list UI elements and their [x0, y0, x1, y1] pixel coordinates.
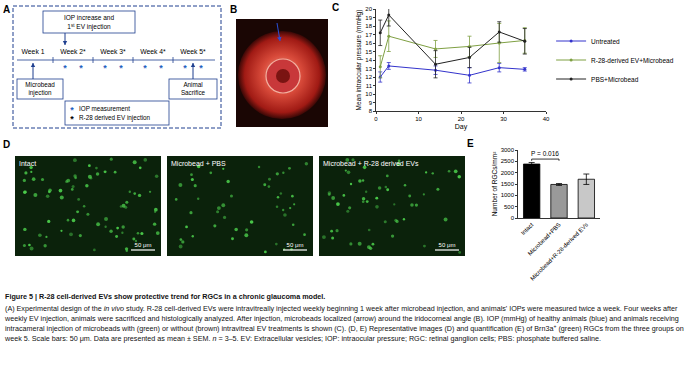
svg-text:10: 10	[415, 116, 422, 122]
svg-text:16: 16	[365, 40, 372, 46]
svg-text:Microbead: Microbead	[25, 81, 55, 88]
svg-text:10: 10	[365, 91, 372, 97]
svg-text:0: 0	[511, 215, 515, 221]
svg-text:50 μm: 50 μm	[439, 242, 456, 248]
svg-text:*: *	[79, 63, 83, 73]
svg-text:13: 13	[365, 66, 372, 72]
svg-text:IOP increase and: IOP increase and	[64, 14, 114, 21]
svg-text:50 μm: 50 μm	[287, 242, 304, 248]
svg-text:30: 30	[500, 116, 507, 122]
svg-text:500: 500	[504, 204, 515, 210]
svg-text:19: 19	[365, 15, 372, 21]
svg-text:Week 4*: Week 4*	[140, 48, 166, 55]
svg-text:11: 11	[366, 83, 373, 89]
svg-text:*: *	[143, 63, 147, 73]
svg-text:Day: Day	[455, 123, 468, 131]
html-text:E: E	[467, 138, 474, 149]
svg-text:R-28-derived EV+Microbead: R-28-derived EV+Microbead	[591, 57, 674, 64]
html-text:(A) Experimental design of the: (A) Experimental design of the in vivo s…	[5, 304, 684, 343]
svg-text:injection: injection	[28, 89, 52, 97]
svg-text:*: *	[103, 63, 107, 73]
svg-text:1st EV injection: 1st EV injection	[67, 23, 111, 32]
svg-text:Week 5*: Week 5*	[180, 48, 206, 55]
html-text:Figure 5 | R-28 cell-derived E: Figure 5 | R-28 cell-derived EVs show pr…	[5, 292, 326, 301]
svg-text:18: 18	[365, 23, 372, 29]
svg-text:Animal: Animal	[183, 81, 202, 88]
svg-text:Microbead+PBS: Microbead+PBS	[527, 222, 562, 257]
svg-text:9: 9	[369, 100, 373, 106]
svg-text:20: 20	[365, 6, 372, 12]
svg-text:2500: 2500	[501, 158, 515, 164]
svg-text:20: 20	[458, 116, 465, 122]
svg-text:Intact: Intact	[520, 221, 535, 236]
svg-text:B: B	[230, 4, 237, 15]
svg-text:2000: 2000	[501, 170, 515, 176]
svg-text:*: *	[199, 63, 203, 73]
svg-text:1500: 1500	[501, 181, 515, 187]
svg-text:Microbead + R-28 derived EVs: Microbead + R-28 derived EVs	[323, 160, 419, 167]
svg-text:*: *	[119, 63, 123, 73]
svg-text:Intact: Intact	[19, 160, 36, 167]
svg-text:40: 40	[543, 116, 550, 122]
html-text:C: C	[332, 2, 340, 13]
svg-text:Number of RGCs/mm²: Number of RGCs/mm²	[491, 151, 498, 216]
svg-text:8: 8	[369, 108, 373, 114]
svg-text:0: 0	[374, 116, 378, 122]
svg-text:R-28 derived EV injection: R-28 derived EV injection	[79, 114, 151, 122]
svg-text:Microbead+R-28-derived EVs: Microbead+R-28-derived EVs	[529, 222, 589, 282]
svg-text:A: A	[3, 4, 10, 15]
svg-text:Mean intraocular pressure (mmH: Mean intraocular pressure (mmHg)	[355, 10, 363, 111]
svg-text:PBS+Microbead: PBS+Microbead	[591, 76, 639, 83]
svg-text:15: 15	[365, 49, 372, 55]
svg-text:Week 3*: Week 3*	[100, 48, 126, 55]
svg-text:3000: 3000	[501, 147, 515, 153]
svg-text:1000: 1000	[501, 192, 515, 198]
svg-text:*: *	[70, 114, 74, 124]
svg-text:Sacrifice: Sacrifice	[181, 89, 206, 96]
svg-text:12: 12	[365, 74, 372, 80]
svg-text:D: D	[3, 139, 10, 150]
svg-text:17: 17	[365, 32, 372, 38]
svg-text:Week 1: Week 1	[22, 48, 45, 55]
svg-text:*: *	[159, 63, 163, 73]
svg-text:Microbead + PBS: Microbead + PBS	[171, 160, 226, 167]
svg-text:Untreated: Untreated	[591, 38, 620, 45]
svg-text:*: *	[63, 63, 67, 73]
svg-text:P = 0.016: P = 0.016	[531, 150, 559, 157]
svg-text:*: *	[183, 63, 187, 73]
svg-text:14: 14	[365, 57, 372, 63]
svg-text:50 μm: 50 μm	[135, 242, 152, 248]
svg-text:Week 2*: Week 2*	[60, 48, 86, 55]
svg-text:IOP measurement: IOP measurement	[79, 105, 130, 112]
